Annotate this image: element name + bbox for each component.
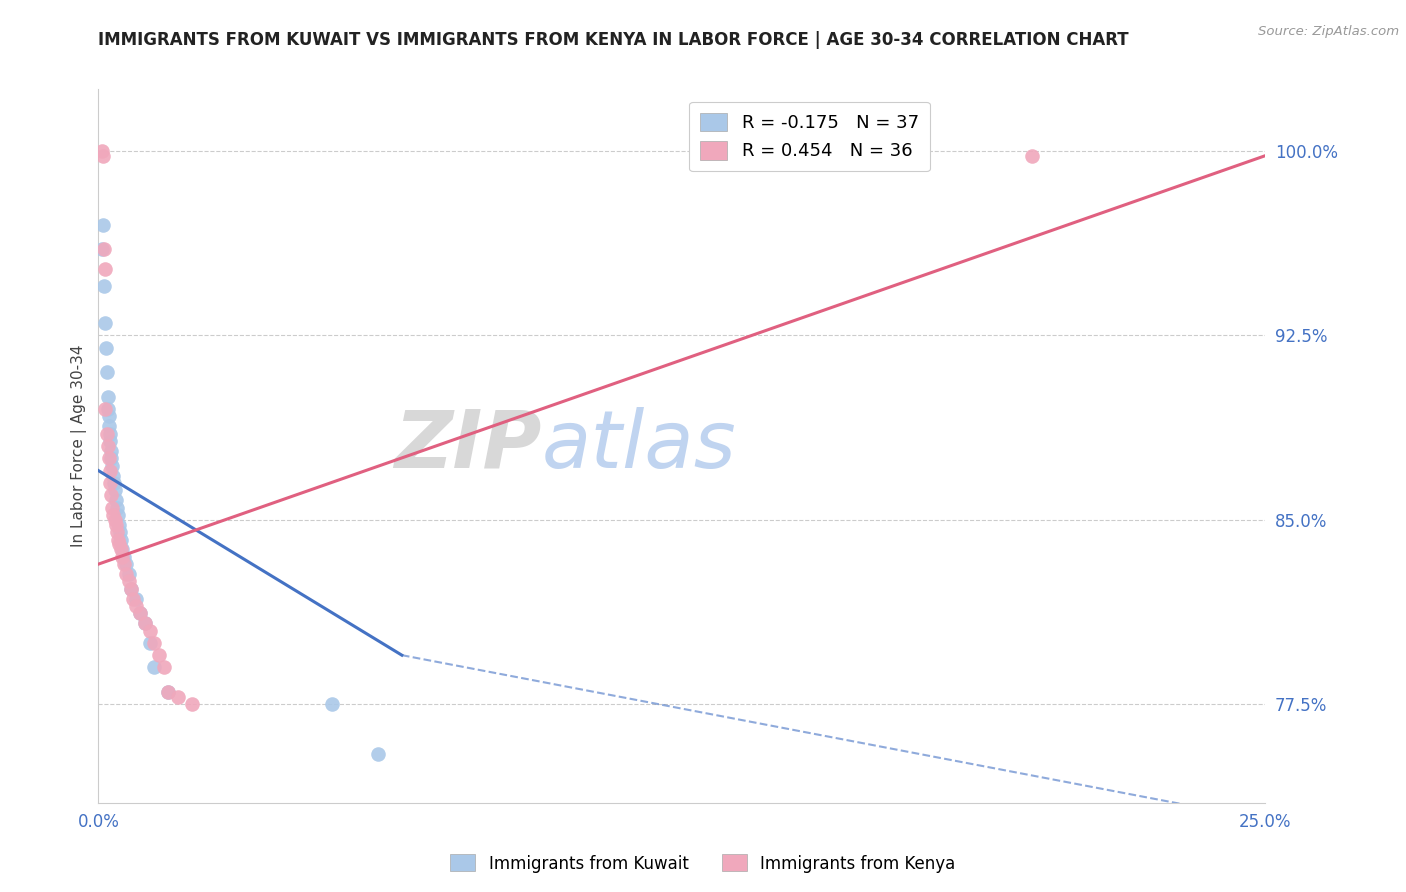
Point [129, 607, 152, 621]
Point [110, 542, 132, 557]
Text: atlas: atlas [541, 407, 737, 485]
Point [97, 439, 120, 453]
Point [91, 144, 114, 158]
Point [134, 616, 156, 631]
Point [96, 365, 118, 379]
Point [120, 582, 142, 596]
Point [94, 341, 117, 355]
Point [100, 451, 122, 466]
Point [139, 636, 162, 650]
Point [107, 508, 129, 522]
Point [143, 660, 166, 674]
Point [1021, 148, 1043, 162]
Point [115, 557, 138, 571]
Y-axis label: In Labor Force | Age 30-34: In Labor Force | Age 30-34 [72, 344, 87, 548]
Point [148, 648, 170, 662]
Point [111, 549, 134, 564]
Point [97, 451, 120, 466]
Point [134, 616, 156, 631]
Point [98, 434, 121, 448]
Point [97, 409, 120, 424]
Legend: R = -0.175   N = 37, R = 0.454   N = 36: R = -0.175 N = 37, R = 0.454 N = 36 [689, 102, 929, 171]
Point [105, 525, 128, 540]
Point [143, 636, 166, 650]
Point [91, 218, 114, 232]
Point [157, 685, 180, 699]
Point [115, 566, 138, 581]
Point [129, 607, 152, 621]
Point [118, 566, 141, 581]
Point [104, 513, 127, 527]
Point [112, 557, 135, 571]
Point [100, 488, 122, 502]
Point [157, 685, 180, 699]
Point [94, 402, 117, 417]
Point [101, 458, 124, 473]
Point [120, 582, 142, 596]
Point [139, 624, 162, 638]
Point [125, 591, 148, 606]
Point [94, 316, 117, 330]
Point [103, 508, 125, 522]
Point [97, 419, 120, 434]
Point [108, 517, 131, 532]
Point [105, 500, 128, 515]
Text: Source: ZipAtlas.com: Source: ZipAtlas.com [1258, 25, 1399, 38]
Point [103, 468, 125, 483]
Point [98, 464, 121, 478]
Point [97, 402, 120, 417]
Point [98, 475, 121, 490]
Point [104, 483, 127, 498]
Point [94, 261, 117, 276]
Text: IMMIGRANTS FROM KUWAIT VS IMMIGRANTS FROM KENYA IN LABOR FORCE | AGE 30-34 CORRE: IMMIGRANTS FROM KUWAIT VS IMMIGRANTS FRO… [98, 31, 1129, 49]
Point [321, 698, 343, 712]
Point [108, 537, 131, 551]
Point [101, 500, 124, 515]
Point [108, 525, 131, 540]
Point [166, 690, 188, 704]
Point [103, 475, 125, 490]
Point [93, 279, 115, 293]
Point [107, 533, 129, 547]
Point [152, 660, 174, 674]
Point [97, 390, 120, 404]
Point [91, 242, 114, 256]
Point [180, 698, 202, 712]
Point [118, 574, 141, 589]
Point [105, 493, 128, 508]
Point [111, 542, 134, 557]
Point [91, 148, 114, 162]
Point [100, 444, 122, 458]
Text: ZIP: ZIP [395, 407, 541, 485]
Legend: Immigrants from Kuwait, Immigrants from Kenya: Immigrants from Kuwait, Immigrants from … [444, 847, 962, 880]
Point [122, 591, 145, 606]
Point [96, 426, 118, 441]
Point [110, 533, 132, 547]
Point [112, 549, 135, 564]
Point [93, 242, 115, 256]
Point [367, 747, 389, 761]
Point [98, 426, 121, 441]
Point [125, 599, 148, 613]
Point [105, 517, 128, 532]
